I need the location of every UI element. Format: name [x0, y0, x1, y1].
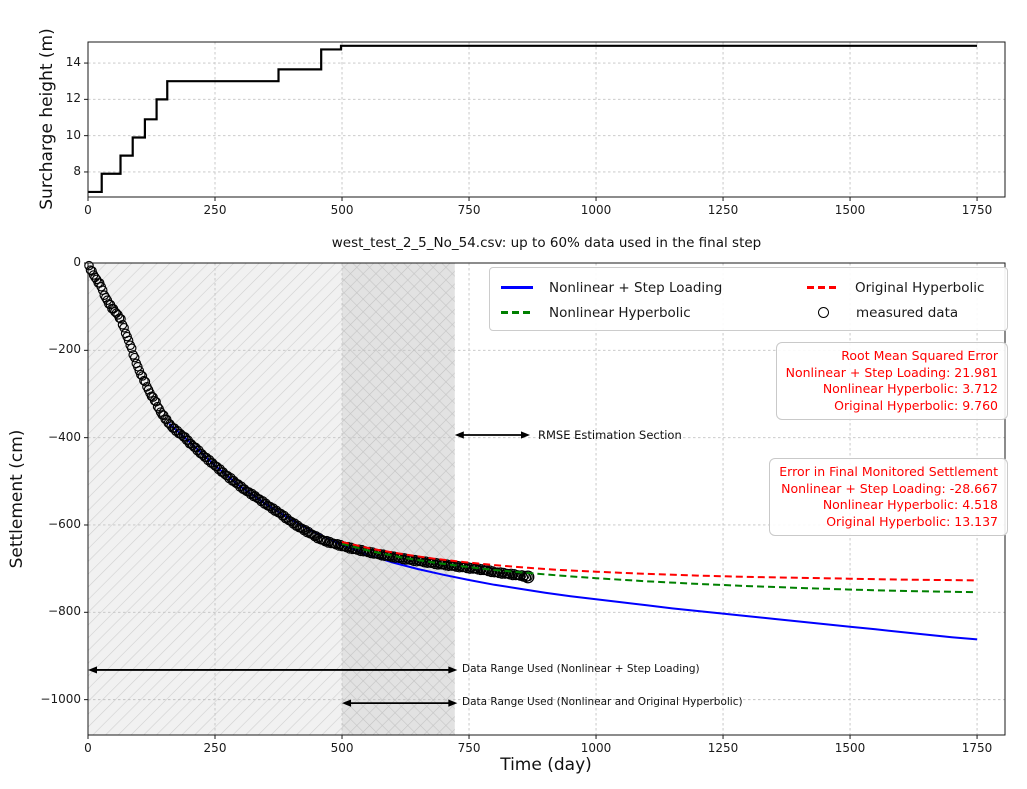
legend-swatch-blue-solid-line [501, 286, 533, 289]
top-y-tick-label: 12 [0, 91, 81, 105]
legend-label: Nonlinear Hyperbolic [549, 305, 691, 321]
bottom-y-tick-label: 0 [0, 255, 81, 269]
bottom-x-tick-label: 1250 [708, 741, 739, 755]
top-x-tick-label: 1750 [962, 203, 993, 217]
legend-label: Nonlinear + Step Loading [549, 280, 722, 296]
error-box-line: Original Hyperbolic: 13.137 [779, 514, 998, 531]
top-x-tick-label: 1500 [835, 203, 866, 217]
rmse-annotation-box: Root Mean Squared Error Nonlinear + Step… [776, 342, 1008, 420]
bottom-y-tick-label: −800 [0, 604, 81, 618]
top-x-tick-label: 250 [204, 203, 227, 217]
bottom-y-tick-label: −1000 [0, 692, 81, 706]
surcharge-height-step-line [88, 46, 977, 192]
legend-item-nonlinear-step-loading: Nonlinear + Step Loading [501, 280, 807, 296]
bottom-y-axis-label: Settlement (cm) [7, 430, 27, 569]
bottom-x-tick-label: 750 [458, 741, 481, 755]
top-x-tick-label: 1000 [581, 203, 612, 217]
legend-label: Original Hyperbolic [855, 280, 984, 296]
top-x-tick-label: 0 [84, 203, 92, 217]
bottom-y-tick-label: −200 [0, 342, 81, 356]
top-x-tick-label: 750 [458, 203, 481, 217]
x-axis-label: Time (day) [500, 755, 592, 775]
rmse-box-line: Nonlinear + Step Loading: 21.981 [786, 365, 998, 382]
top-y-tick-label: 8 [0, 164, 81, 178]
top-axes-frame [88, 42, 1005, 197]
plot-title: west_test_2_5_No_54.csv: up to 60% data … [88, 235, 1005, 251]
final-settlement-error-box: Error in Final Monitored Settlement Nonl… [769, 458, 1008, 536]
legend-swatch-red-dashed-line [807, 286, 839, 289]
training-region-hatch-1 [342, 263, 455, 735]
legend-swatch-green-dashed-line [501, 311, 533, 314]
legend: Nonlinear + Step Loading Nonlinear Hyper… [489, 267, 1008, 331]
legend-item-original-hyperbolic: Original Hyperbolic [807, 280, 1007, 296]
legend-label: measured data [856, 305, 958, 321]
rmse-box-title: Root Mean Squared Error [786, 348, 998, 365]
bottom-x-tick-label: 1500 [835, 741, 866, 755]
bottom-x-tick-label: 250 [204, 741, 227, 755]
top-x-tick-label: 1250 [708, 203, 739, 217]
error-box-line: Nonlinear Hyperbolic: 4.518 [779, 497, 998, 514]
bottom-x-tick-label: 500 [331, 741, 354, 755]
bottom-y-tick-label: −600 [0, 517, 81, 531]
top-y-tick-label: 10 [0, 128, 81, 142]
error-box-line: Nonlinear + Step Loading: -28.667 [779, 481, 998, 498]
bottom-x-tick-label: 1000 [581, 741, 612, 755]
error-box-title: Error in Final Monitored Settlement [779, 464, 998, 481]
top-y-tick-label: 14 [0, 55, 81, 69]
training-data-regions [88, 263, 455, 735]
top-x-tick-label: 500 [331, 203, 354, 217]
data-range-hyperbolic-label: Data Range Used (Nonlinear and Original … [462, 696, 743, 708]
rmse-box-line: Original Hyperbolic: 9.760 [786, 398, 998, 415]
bottom-x-tick-label: 0 [84, 741, 92, 755]
legend-item-measured-data: measured data [807, 305, 1007, 321]
data-range-step-loading-label: Data Range Used (Nonlinear + Step Loadin… [462, 663, 700, 675]
rmse-box-line: Nonlinear Hyperbolic: 3.712 [786, 381, 998, 398]
legend-item-nonlinear-hyperbolic: Nonlinear Hyperbolic [501, 305, 807, 321]
bottom-y-tick-label: −400 [0, 430, 81, 444]
rmse-estimation-section-label: RMSE Estimation Section [538, 428, 682, 442]
bottom-x-tick-label: 1750 [962, 741, 993, 755]
legend-swatch-circle-marker [818, 307, 829, 318]
figure: Surcharge height (m) Settlement (cm) Tim… [0, 0, 1027, 789]
